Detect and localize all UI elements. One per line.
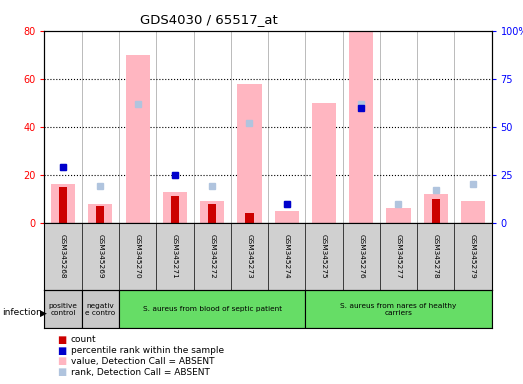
Text: GSM345271: GSM345271: [172, 234, 178, 279]
Bar: [44, 290, 82, 328]
Text: GSM345276: GSM345276: [358, 234, 364, 279]
Bar: [208, 204, 216, 223]
Bar: [461, 201, 485, 223]
Text: GSM345278: GSM345278: [433, 234, 439, 279]
Bar: [96, 206, 105, 223]
Bar: [171, 196, 179, 223]
Bar: [275, 211, 299, 223]
Text: S. aureus from blood of septic patient: S. aureus from blood of septic patient: [143, 306, 282, 312]
Text: GSM345275: GSM345275: [321, 234, 327, 279]
Bar: [237, 84, 262, 223]
Text: infection: infection: [3, 308, 42, 318]
Text: GSM345272: GSM345272: [209, 234, 215, 279]
Bar: [200, 201, 224, 223]
Text: value, Detection Call = ABSENT: value, Detection Call = ABSENT: [71, 357, 214, 366]
Text: ■: ■: [58, 356, 67, 366]
Bar: [245, 213, 254, 223]
Bar: [349, 31, 373, 223]
Text: ■: ■: [58, 367, 67, 377]
Text: GDS4030 / 65517_at: GDS4030 / 65517_at: [140, 13, 278, 26]
Text: GSM345268: GSM345268: [60, 234, 66, 279]
Text: ▶: ▶: [40, 308, 47, 318]
Bar: [424, 194, 448, 223]
Text: positive
control: positive control: [49, 303, 77, 316]
Bar: [59, 187, 67, 223]
Text: GSM345274: GSM345274: [283, 234, 290, 279]
Bar: [431, 199, 440, 223]
Text: rank, Detection Call = ABSENT: rank, Detection Call = ABSENT: [71, 367, 210, 377]
Bar: [305, 290, 492, 328]
Text: S. aureus from nares of healthy
carriers: S. aureus from nares of healthy carriers: [340, 303, 457, 316]
Bar: [119, 290, 305, 328]
Bar: [88, 204, 112, 223]
Text: ■: ■: [58, 346, 67, 356]
Bar: [126, 55, 150, 223]
Text: percentile rank within the sample: percentile rank within the sample: [71, 346, 224, 355]
Text: count: count: [71, 335, 96, 344]
Text: GSM345273: GSM345273: [246, 234, 253, 279]
Bar: [163, 192, 187, 223]
Text: GSM345279: GSM345279: [470, 234, 476, 279]
Text: GSM345270: GSM345270: [134, 234, 141, 279]
Text: ■: ■: [58, 335, 67, 345]
Bar: [82, 290, 119, 328]
Text: GSM345277: GSM345277: [395, 234, 402, 279]
Text: GSM345269: GSM345269: [97, 234, 104, 279]
Text: negativ
e contro: negativ e contro: [85, 303, 116, 316]
Bar: [312, 103, 336, 223]
Bar: [51, 184, 75, 223]
Bar: [386, 208, 411, 223]
